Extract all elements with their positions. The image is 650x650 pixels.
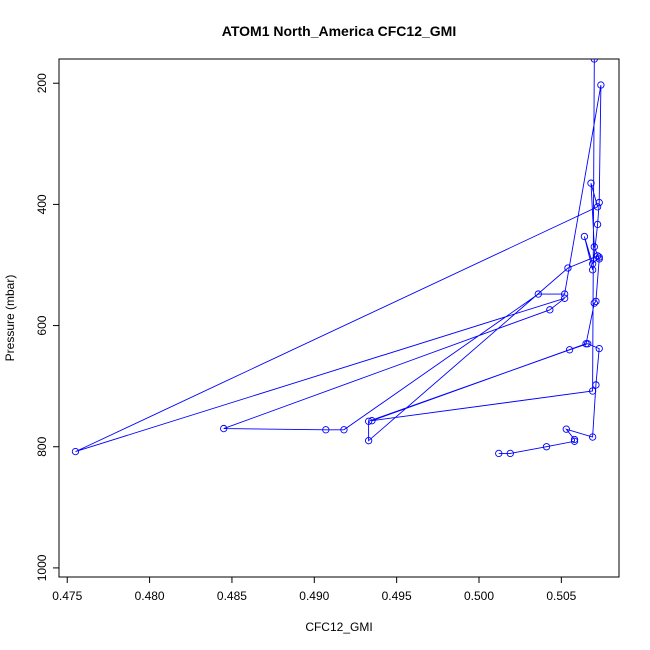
y-tick-label: 200	[35, 73, 49, 93]
data-point	[542, 443, 551, 451]
data-point	[560, 290, 569, 298]
x-axis: 0.475 0.480 0.485 0.490 0.495 0.500 0.505	[52, 576, 577, 603]
x-tick-label: 0.490	[299, 589, 329, 603]
data-point	[220, 424, 228, 433]
data-point	[588, 387, 597, 395]
data-point	[340, 426, 348, 434]
x-tick-label: 0.500	[464, 589, 494, 603]
x-tick-label: 0.480	[135, 589, 165, 603]
y-tick-label: 600	[35, 315, 49, 335]
data-point	[595, 255, 603, 263]
data-point	[587, 179, 595, 187]
data-point	[593, 203, 602, 211]
data-point	[495, 449, 503, 458]
data-point	[546, 306, 554, 314]
data-point	[582, 340, 590, 348]
data-point	[592, 297, 600, 305]
data-point	[534, 290, 542, 298]
series-group	[71, 50, 605, 458]
y-tick-label: 400	[35, 194, 49, 214]
data-point	[588, 433, 597, 441]
x-axis-label: CFC12_GMI	[305, 620, 372, 634]
plot-frame	[58, 58, 620, 578]
data-point	[592, 381, 600, 389]
data-point	[595, 198, 603, 207]
data-point	[595, 344, 603, 353]
chart-title: ATOM1 North_America CFC12_GMI	[222, 23, 456, 39]
data-point	[570, 435, 579, 444]
data-series	[71, 50, 605, 458]
x-tick-label: 0.505	[546, 589, 576, 603]
data-point	[590, 243, 598, 251]
data-point	[364, 417, 373, 425]
data-point	[364, 437, 373, 445]
data-point	[593, 220, 602, 229]
data-point	[588, 266, 597, 274]
x-tick-label: 0.495	[382, 589, 412, 603]
data-point	[560, 294, 569, 302]
data-point	[590, 299, 598, 307]
data-point	[590, 59, 598, 63]
series-line	[75, 59, 602, 454]
y-axis-label: Pressure (mbar)	[3, 275, 17, 362]
data-point	[562, 425, 570, 433]
y-axis: 200 400 600 800 1000	[35, 73, 60, 581]
x-tick-label: 0.485	[217, 589, 247, 603]
data-point	[368, 417, 376, 425]
data-point	[595, 253, 603, 261]
data-point	[506, 449, 514, 458]
y-tick-label: 1000	[35, 554, 49, 581]
data-point	[564, 264, 572, 272]
data-point	[565, 346, 574, 354]
x-tick-label: 0.475	[52, 589, 82, 603]
data-point	[322, 426, 330, 434]
data-point	[71, 447, 80, 456]
data-point	[596, 50, 602, 56]
data-point	[597, 81, 605, 89]
data-point	[580, 232, 589, 241]
data-point	[570, 437, 579, 445]
y-tick-label: 800	[35, 436, 49, 456]
